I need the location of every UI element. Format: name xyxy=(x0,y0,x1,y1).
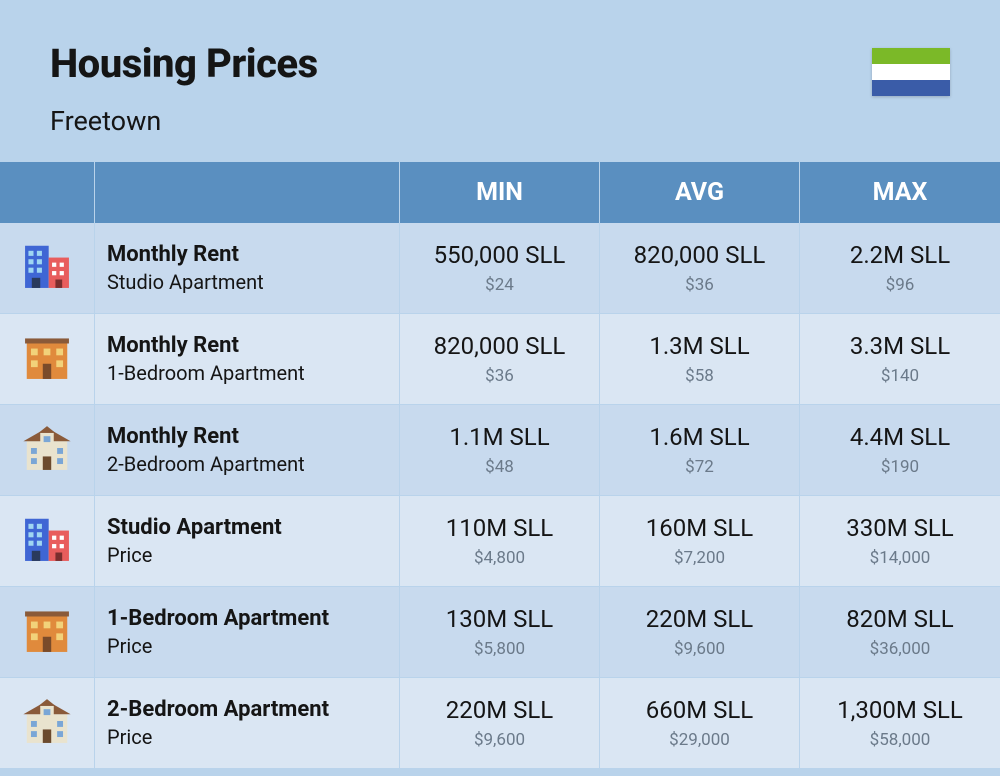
row-sub: Price xyxy=(107,542,399,568)
page-header: Housing Prices Freetown xyxy=(0,0,1000,162)
table-row: Monthly Rent2-Bedroom Apartment1.1M SLL$… xyxy=(0,405,1000,496)
flag-icon xyxy=(872,48,950,96)
row-sub: 2-Bedroom Apartment xyxy=(107,451,399,477)
row-sub: 1-Bedroom Apartment xyxy=(107,360,399,386)
one_br-icon xyxy=(0,587,95,678)
table-row: Studio ApartmentPrice110M SLL $4,800160M … xyxy=(0,496,1000,587)
value-main: 3.3M SLL xyxy=(800,331,1000,362)
value-main: 550,000 SLL xyxy=(400,240,599,271)
row-title: Studio Apartment xyxy=(107,514,399,543)
cell-max: 1,300M SLL $58,000 xyxy=(800,678,1000,769)
cell-avg: 1.6M SLL $72 xyxy=(600,405,800,496)
table-row: 2-Bedroom ApartmentPrice220M SLL $9,60066… xyxy=(0,678,1000,769)
cell-min: 820,000 SLL $36 xyxy=(400,314,600,405)
cell-min: 110M SLL $4,800 xyxy=(400,496,600,587)
value-main: 820M SLL xyxy=(800,604,1000,635)
value-main: 220M SLL xyxy=(400,695,599,726)
row-label: Monthly RentStudio Apartment xyxy=(95,223,400,314)
table-row: Monthly Rent1-Bedroom Apartment820,000 S… xyxy=(0,314,1000,405)
table-row: 1-Bedroom ApartmentPrice130M SLL $5,80022… xyxy=(0,587,1000,678)
value-main: 1,300M SLL xyxy=(800,695,1000,726)
row-label: Monthly Rent1-Bedroom Apartment xyxy=(95,314,400,405)
cell-max: 2.2M SLL $96 xyxy=(800,223,1000,314)
cell-avg: 1.3M SLL $58 xyxy=(600,314,800,405)
value-sub: $190 xyxy=(800,456,1000,478)
page-subtitle: Freetown xyxy=(50,105,318,137)
value-sub: $36 xyxy=(400,365,599,387)
row-sub: Studio Apartment xyxy=(107,269,399,295)
row-label: Studio ApartmentPrice xyxy=(95,496,400,587)
value-main: 1.1M SLL xyxy=(400,422,599,453)
cell-min: 550,000 SLL $24 xyxy=(400,223,600,314)
value-sub: $96 xyxy=(800,274,1000,296)
value-sub: $14,000 xyxy=(800,547,1000,569)
row-title: Monthly Rent xyxy=(107,423,399,452)
value-main: 110M SLL xyxy=(400,513,599,544)
table-header-row: MIN AVG MAX xyxy=(0,162,1000,223)
row-label: 1-Bedroom ApartmentPrice xyxy=(95,587,400,678)
cell-avg: 820,000 SLL $36 xyxy=(600,223,800,314)
value-main: 820,000 SLL xyxy=(600,240,799,271)
value-sub: $29,000 xyxy=(600,729,799,751)
col-header-avg: AVG xyxy=(600,162,800,223)
cell-max: 3.3M SLL $140 xyxy=(800,314,1000,405)
value-sub: $36 xyxy=(600,274,799,296)
value-sub: $58 xyxy=(600,365,799,387)
value-main: 130M SLL xyxy=(400,604,599,635)
cell-min: 1.1M SLL $48 xyxy=(400,405,600,496)
studio-icon xyxy=(0,496,95,587)
one_br-icon xyxy=(0,314,95,405)
value-main: 820,000 SLL xyxy=(400,331,599,362)
flag-stripe-2 xyxy=(872,64,950,80)
row-title: Monthly Rent xyxy=(107,241,399,270)
value-sub: $4,800 xyxy=(400,547,599,569)
row-title: Monthly Rent xyxy=(107,332,399,361)
cell-min: 220M SLL $9,600 xyxy=(400,678,600,769)
cell-min: 130M SLL $5,800 xyxy=(400,587,600,678)
row-label: 2-Bedroom ApartmentPrice xyxy=(95,678,400,769)
value-sub: $58,000 xyxy=(800,729,1000,751)
two_br-icon xyxy=(0,405,95,496)
cell-avg: 220M SLL $9,600 xyxy=(600,587,800,678)
flag-stripe-1 xyxy=(872,48,950,64)
page-title: Housing Prices xyxy=(50,40,318,87)
row-sub: Price xyxy=(107,633,399,659)
col-header-max: MAX xyxy=(800,162,1000,223)
two_br-icon xyxy=(0,678,95,769)
cell-max: 4.4M SLL $190 xyxy=(800,405,1000,496)
row-title: 2-Bedroom Apartment xyxy=(107,696,399,725)
flag-stripe-3 xyxy=(872,80,950,96)
value-sub: $9,600 xyxy=(400,729,599,751)
value-sub: $7,200 xyxy=(600,547,799,569)
col-header-min: MIN xyxy=(400,162,600,223)
value-sub: $72 xyxy=(600,456,799,478)
row-title: 1-Bedroom Apartment xyxy=(107,605,399,634)
value-sub: $5,800 xyxy=(400,638,599,660)
table-row: Monthly RentStudio Apartment550,000 SLL$… xyxy=(0,223,1000,314)
value-main: 330M SLL xyxy=(800,513,1000,544)
studio-icon xyxy=(0,223,95,314)
value-main: 1.3M SLL xyxy=(600,331,799,362)
value-sub: $36,000 xyxy=(800,638,1000,660)
value-sub: $9,600 xyxy=(600,638,799,660)
row-label: Monthly Rent2-Bedroom Apartment xyxy=(95,405,400,496)
value-main: 1.6M SLL xyxy=(600,422,799,453)
value-main: 220M SLL xyxy=(600,604,799,635)
value-sub: $140 xyxy=(800,365,1000,387)
cell-avg: 660M SLL $29,000 xyxy=(600,678,800,769)
housing-table: MIN AVG MAX Monthly RentStudio Apartment… xyxy=(0,162,1000,769)
header-text: Housing Prices Freetown xyxy=(50,40,318,137)
value-main: 660M SLL xyxy=(600,695,799,726)
cell-max: 330M SLL $14,000 xyxy=(800,496,1000,587)
value-sub: $24 xyxy=(400,274,599,296)
row-sub: Price xyxy=(107,724,399,750)
header-spacer-icon xyxy=(0,162,95,223)
cell-max: 820M SLL $36,000 xyxy=(800,587,1000,678)
cell-avg: 160M SLL $7,200 xyxy=(600,496,800,587)
value-main: 160M SLL xyxy=(600,513,799,544)
value-main: 2.2M SLL xyxy=(800,240,1000,271)
header-spacer-label xyxy=(95,162,400,223)
value-main: 4.4M SLL xyxy=(800,422,1000,453)
value-sub: $48 xyxy=(400,456,599,478)
